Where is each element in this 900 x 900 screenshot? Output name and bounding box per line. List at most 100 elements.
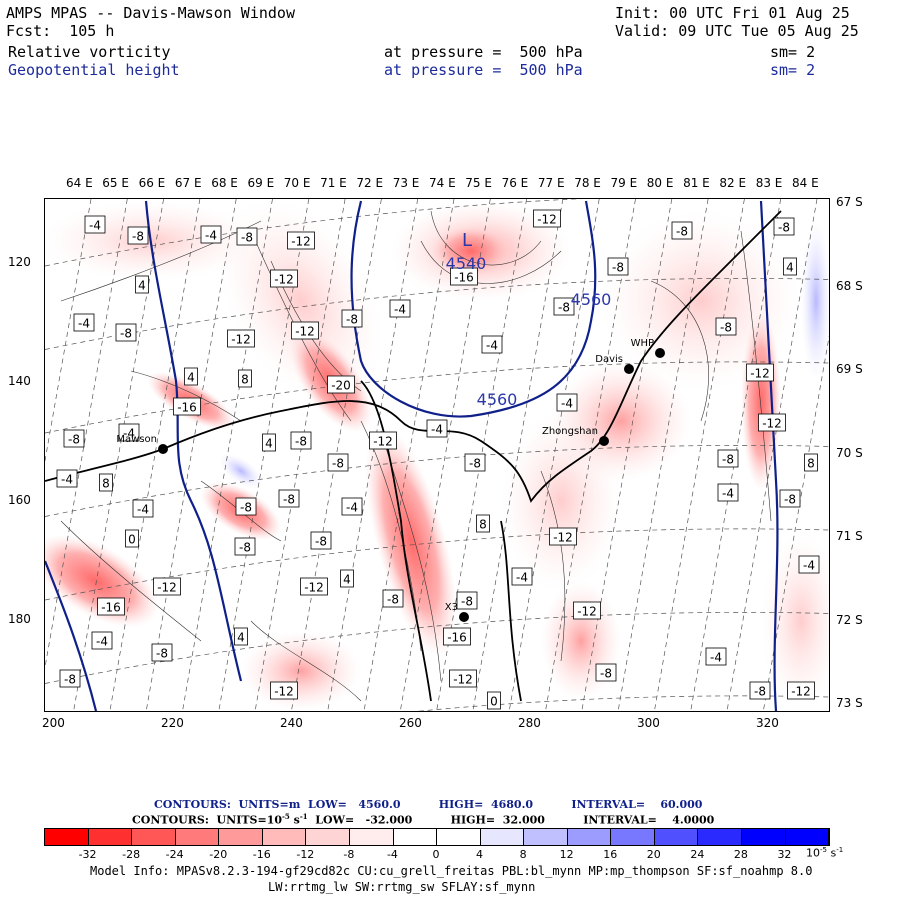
vort-label: -16: [173, 397, 201, 416]
svg-text:X3: X3: [445, 602, 458, 613]
lon-label: 83 E: [755, 176, 783, 190]
colorbar-swatch: [437, 829, 481, 845]
svg-text:-8: -8: [315, 535, 327, 549]
lon-label: 79 E: [610, 176, 638, 190]
coastline: [45, 210, 782, 702]
vort-label: 8: [476, 514, 490, 533]
vort-label: -8: [595, 663, 617, 682]
lon-label: 66 E: [138, 176, 166, 190]
colorbar-tick-label: 0: [432, 848, 440, 861]
low-marker: L: [462, 230, 472, 251]
colorbar-units: 10-5 s-1: [806, 846, 843, 860]
meridian-line: [363, 199, 455, 711]
vort-info-exp: -5: [282, 812, 290, 821]
svg-text:-12: -12: [577, 605, 597, 619]
valid-time: Valid: 09 UTC Tue 05 Aug 25: [615, 22, 859, 40]
lon-label: 76 E: [501, 176, 529, 190]
svg-text:4: 4: [265, 437, 273, 451]
vort-label: -8: [327, 453, 349, 472]
svg-text:4: 4: [237, 631, 245, 645]
vort-label: 4: [783, 257, 797, 276]
svg-text:-4: -4: [516, 571, 528, 585]
vort-label: -8: [234, 537, 256, 556]
meridian-line: [291, 199, 382, 711]
meridian-line: [508, 199, 600, 711]
svg-text:-4: -4: [561, 397, 573, 411]
svg-text:0: 0: [128, 533, 136, 547]
colorbar-swatch: [45, 829, 89, 845]
svg-text:-12: -12: [791, 685, 811, 699]
field1-level: at pressure = 500 hPa: [384, 43, 583, 61]
meridian-line: [726, 199, 818, 711]
vort-label: -8: [464, 453, 486, 472]
vort-label: 4: [184, 367, 198, 386]
colorbar-tick-label: 12: [559, 848, 574, 861]
svg-text:0: 0: [490, 695, 498, 709]
svg-text:-4: -4: [722, 487, 734, 501]
parallel-line: [45, 445, 829, 517]
vort-label: -12: [533, 209, 561, 228]
svg-text:-4: -4: [710, 651, 722, 665]
svg-text:8: 8: [807, 457, 815, 471]
vort-label: -12: [549, 527, 577, 546]
field1-smooth: sm= 2: [770, 43, 816, 61]
vort-label: -12: [746, 363, 774, 382]
svg-text:-8: -8: [469, 457, 481, 471]
lat-label: 70 S: [836, 445, 863, 460]
lat-label: 69 S: [836, 362, 863, 376]
vort-label: -4: [556, 393, 578, 412]
svg-text:-8: -8: [722, 453, 734, 467]
lon-label: 64 E: [66, 176, 93, 190]
lon-label: 80 E: [646, 176, 674, 190]
vort-label: -16: [443, 627, 471, 646]
svg-text:-4: -4: [61, 473, 73, 487]
vort-label: -8: [310, 531, 332, 550]
y-tick-label: 140: [8, 374, 31, 388]
lat-label: 71 S: [836, 529, 863, 543]
svg-text:-8: -8: [461, 595, 473, 609]
vort-label: -16: [97, 597, 125, 616]
svg-text:8: 8: [479, 518, 487, 532]
vort-label: -20: [327, 375, 355, 394]
vort-label: -4: [73, 313, 95, 332]
meridian-line: [762, 335, 829, 711]
lat-label: 73 S: [836, 696, 863, 710]
y-tick-label: 180: [8, 612, 31, 626]
vort-label: -4: [84, 215, 106, 234]
vort-label: -4: [511, 567, 533, 586]
svg-text:-4: -4: [431, 423, 443, 437]
lon-label: 73 E: [392, 176, 420, 190]
vort-label: -12: [787, 681, 815, 700]
meridian-line: [73, 199, 164, 711]
svg-text:-8: -8: [676, 225, 688, 239]
height-label: 4560: [477, 390, 518, 409]
vort-label: -4: [91, 631, 113, 650]
station-marker: X3: [445, 602, 469, 622]
lon-label: 70 E: [283, 176, 311, 190]
colorbar-tick-label: 32: [777, 848, 792, 861]
vort-label: -8: [278, 489, 300, 508]
colorbar-swatch: [480, 829, 525, 845]
vort-label: -4: [705, 647, 727, 666]
vort-info-exp2: -1: [299, 812, 308, 821]
meridian-line: [145, 199, 237, 711]
lat-label: 67 S: [836, 195, 863, 209]
vort-label: -8: [115, 323, 137, 342]
meridian-line: [327, 199, 419, 711]
svg-text:-8: -8: [387, 593, 399, 607]
colorbar-tick-label: -28: [122, 848, 141, 861]
colorbar-swatch: [219, 829, 263, 845]
lon-label: 84 E: [792, 176, 819, 190]
colorbar-tick-label: -4: [386, 848, 398, 861]
svg-text:-4: -4: [486, 339, 498, 353]
vort-label: -12: [153, 577, 181, 596]
map-panel: -4 -8 -4 -8 -12 -12 -8 -8 -16 -8 4 -12 4 -4 -8 -12 -12 -8…: [44, 198, 830, 712]
colorbar-swatch: [393, 829, 438, 845]
parallel-line: [45, 278, 829, 350]
svg-text:-8: -8: [720, 321, 732, 335]
vort-info-units: CONTOURS: UNITS=10: [132, 813, 283, 827]
meridian-line: [399, 199, 491, 711]
svg-text:-12: -12: [274, 685, 294, 699]
vort-label: -12: [227, 329, 255, 348]
colorbar-tick-label: -20: [209, 848, 228, 861]
